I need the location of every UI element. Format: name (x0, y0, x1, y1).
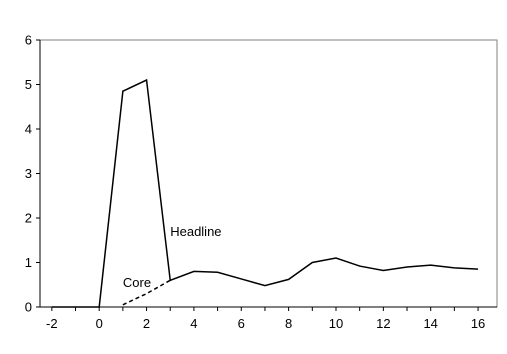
series-line-headline (51, 78, 479, 308)
y-tick-label: 4 (25, 122, 32, 137)
axes (36, 39, 498, 311)
plot-frame (39, 39, 498, 308)
y-tick-label: 0 (25, 300, 32, 315)
y-tick-label: 6 (25, 33, 32, 48)
series-line-core (122, 279, 171, 306)
annotation-headline: Headline (170, 224, 221, 239)
y-tick-label: 2 (25, 211, 32, 226)
x-tick-label: 4 (190, 316, 197, 331)
x-tick-label: 12 (376, 316, 390, 331)
x-tick-label: 2 (143, 316, 150, 331)
x-tick-label: 16 (471, 316, 485, 331)
annotation-core: Core (123, 275, 151, 290)
x-tick-label: 0 (96, 316, 103, 331)
x-tick-label: 6 (238, 316, 245, 331)
x-tick-label: -2 (46, 316, 58, 331)
y-tick-label: 5 (25, 77, 32, 92)
y-tick-label: 3 (25, 166, 32, 181)
x-tick-label: 10 (329, 316, 343, 331)
x-tick-label: 8 (285, 316, 292, 331)
x-tick-label: 14 (423, 316, 437, 331)
y-tick-label: 1 (25, 255, 32, 270)
series-layer (51, 78, 479, 308)
